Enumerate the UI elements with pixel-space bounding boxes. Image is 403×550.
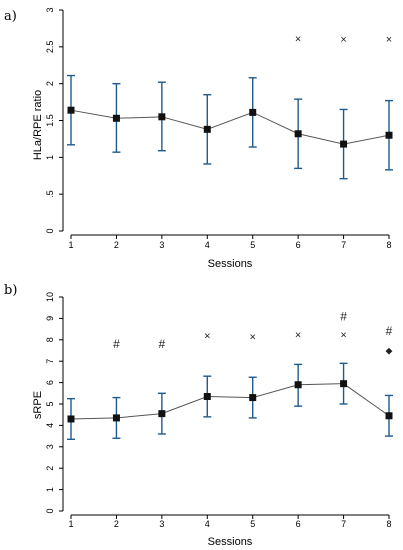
panel-b-y-tick-label: 5 <box>45 401 55 406</box>
panel-a-x-tick-label: 1 <box>68 240 73 250</box>
panel-a-y-tick-label: .5 <box>45 190 55 198</box>
panel-b-x-tick-label: 8 <box>386 519 391 529</box>
panel-b-y-tick-label: 2 <box>45 466 55 471</box>
panel-a-annotation-mark: × <box>340 34 346 46</box>
panel-b-mean-marker <box>112 414 120 422</box>
panel-b-y-tick-label: 8 <box>45 337 55 342</box>
panel-b-y-tick-label: 6 <box>45 380 55 385</box>
panel-b-mean-marker <box>385 412 393 420</box>
panel-b-mean-marker <box>158 410 166 418</box>
panel-b-x-tick-label: 1 <box>68 519 73 529</box>
panel-b-x-tick-label: 5 <box>250 519 255 529</box>
panel-a-x-tick-label: 5 <box>250 240 255 250</box>
panel-b-annotation-mark: # <box>340 309 347 323</box>
panel-b-y-tick-label: 0 <box>45 508 55 513</box>
panel-a-mean-line-path <box>70 109 390 145</box>
panel-b-y-tick-label: 1 <box>45 487 55 492</box>
panel-b-y-tick-label: 3 <box>45 444 55 449</box>
panel-a-chart: a) HLa/RPE ratio Sessions 0 .5 1 1.5 2 2.5 3 1 2… <box>4 7 393 270</box>
panel-b-mean-markers <box>67 380 393 423</box>
panel-a-y-axis-title: HLa/RPE ratio <box>32 90 44 160</box>
panel-a-mean-marker <box>112 114 120 122</box>
panel-a-axes: 0 .5 1 1.5 2 2.5 3 1 2 3 4 5 6 7 8 <box>45 7 392 250</box>
panel-a-mean-marker <box>385 131 393 139</box>
panel-b-mean-line <box>70 383 390 420</box>
panel-b-axes: 0 1 2 3 4 5 6 7 8 9 10 1 2 3 4 5 6 7 8 <box>45 292 392 529</box>
panel-b-mean-marker <box>203 393 211 401</box>
panel-b-x-axis-title: Sessions <box>208 536 253 548</box>
panel-a-x-tick-label: 7 <box>341 240 346 250</box>
panel-b-annotation-mark: × <box>295 330 301 342</box>
panel-a-x-tick-label: 8 <box>386 240 391 250</box>
panel-b-x-tick-label: 7 <box>341 519 346 529</box>
panel-b-mean-marker <box>294 381 302 389</box>
panel-a-x-tick-label: 4 <box>205 240 210 250</box>
panel-b-x-tick-label: 6 <box>296 519 301 529</box>
panel-a-mean-line <box>70 109 390 145</box>
panel-b-mean-marker <box>249 394 257 402</box>
panel-b-mean-marker <box>67 415 75 423</box>
panel-a-y-tick-label: 1.5 <box>45 114 55 127</box>
panel-b-y-tick-label: 10 <box>45 292 55 302</box>
panel-b-y-tick-label: 4 <box>45 423 55 428</box>
panel-b-x-tick-label: 3 <box>159 519 164 529</box>
panel-a-mean-markers <box>67 106 393 148</box>
panel-b-annotation-mark: # <box>386 324 393 338</box>
panel-b-error-bars <box>67 362 393 441</box>
panel-a-y-tick-label: 0 <box>45 228 55 233</box>
panel-a-annotation-mark: × <box>295 33 301 45</box>
panel-a-x-tick-label: 6 <box>296 240 301 250</box>
panel-b-annotation-mark: # <box>113 337 120 351</box>
panel-a-mean-marker <box>249 108 257 116</box>
panel-a-mean-marker <box>158 113 166 121</box>
panel-a-mean-marker <box>203 125 211 133</box>
panel-a-annotation-mark: × <box>386 34 392 46</box>
panel-b-y-axis-title: sRPE <box>32 391 44 419</box>
panel-b-y-tick-label: 7 <box>45 359 55 364</box>
panel-b-annotation-mark: # <box>159 337 166 351</box>
panel-a-y-tick-label: 3 <box>45 7 55 12</box>
panel-a-x-axis-title: Sessions <box>208 258 253 270</box>
panel-b-mean-line-path <box>70 383 390 420</box>
panel-b-label: b) <box>4 283 17 298</box>
panel-b-annotation-mark: × <box>204 331 210 343</box>
panel-b-x-tick-label: 4 <box>205 519 210 529</box>
panel-b-mean-marker <box>340 380 348 388</box>
panel-b-annotation-mark: ◆ <box>386 346 393 356</box>
panel-b-y-tick-label: 9 <box>45 316 55 321</box>
panel-a-y-tick-label: 2.5 <box>45 41 55 54</box>
panel-b-x-tick-label: 2 <box>114 519 119 529</box>
panel-b-annotations: # # × × × × # # ◆ <box>113 309 393 355</box>
panel-a-y-tick-label: 1 <box>45 155 55 160</box>
panel-a-mean-marker <box>67 106 75 114</box>
panel-a-y-tick-label: 2 <box>45 81 55 86</box>
panel-a-annotations: × × × <box>295 33 392 46</box>
panel-a-x-tick-label: 3 <box>159 240 164 250</box>
panel-b-annotation-mark: × <box>249 332 255 344</box>
panel-b-annotation-mark: × <box>340 330 346 342</box>
panel-a-x-tick-label: 2 <box>114 240 119 250</box>
panel-a-label: a) <box>4 9 17 24</box>
panel-a-mean-marker <box>340 140 348 148</box>
panel-a-error-bars <box>67 74 393 180</box>
panel-a-mean-marker <box>294 130 302 138</box>
